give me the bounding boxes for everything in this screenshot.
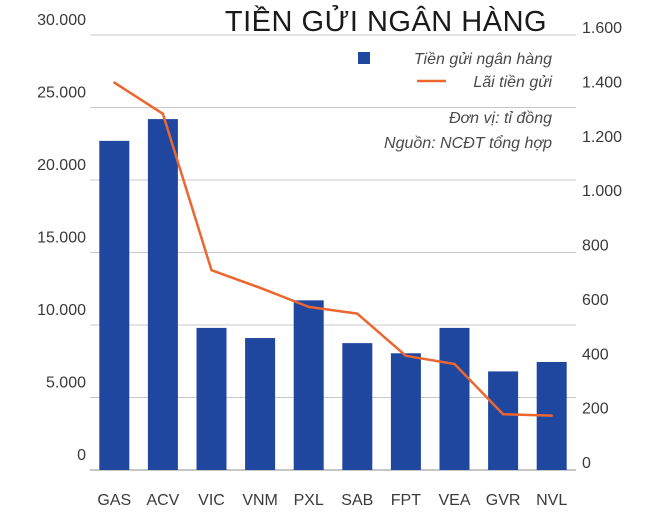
bar-pxl [293,300,324,470]
interest-point-sab [356,312,359,315]
chart-title: TIỀN GỬI NGÂN HÀNG [225,4,547,38]
interest-point-fpt [404,354,408,358]
bar-acv [147,119,178,470]
unit-note: Đơn vị: tỉ đồng [449,110,552,127]
x-tick-label: GAS [97,492,131,509]
bar-gvr [488,371,519,470]
right-tick-label: 1.200 [582,129,622,146]
interest-point-vnm [258,286,262,290]
interest-point-vic [210,268,213,272]
x-axis-tick-labels: GAS ACV VIC VNM PXL SAB FPT VEA GVR NVL [97,492,567,509]
interest-point-pxl [307,305,310,309]
source-note: Nguồn: NCĐT tổng hợp [384,134,552,152]
legend-label-deposits: Tiền gửi ngân hàng [414,51,552,68]
bar-gas [99,140,130,470]
bar-series [99,119,567,470]
x-tick-label: FPT [391,492,421,509]
right-tick-label: 200 [582,401,609,418]
bar-sab [342,343,373,470]
right-tick-label: 400 [582,346,609,363]
interest-point-vea [453,362,456,366]
x-tick-label: ACV [146,492,179,509]
interest-point-gas [113,81,116,84]
x-tick-label: NVL [536,492,567,509]
left-tick-label: 25.000 [37,85,86,102]
left-axis-tick-labels: 0 5.000 10.000 15.000 20.000 25.000 30.000 [37,12,86,464]
legend-label-interest: Lãi tiền gửi [473,74,552,91]
right-tick-label: 1.400 [582,74,622,91]
right-tick-label: 1.600 [582,20,622,37]
left-tick-label: 30.000 [37,12,86,29]
right-tick-label: 1.000 [582,183,622,200]
left-tick-label: 0 [77,447,86,464]
x-tick-label: PXL [294,492,324,509]
right-axis-tick-labels: 0 200 400 600 800 1.000 1.200 1.400 1.600 [582,20,622,472]
x-tick-label: GVR [486,492,521,509]
right-tick-label: 800 [582,238,609,255]
x-tick-label: VEA [438,492,470,509]
legend: Tiền gửi ngân hàng Lãi tiền gửi [358,51,552,91]
right-tick-label: 600 [582,292,609,309]
interest-line [113,81,552,417]
x-tick-label: VIC [198,492,225,509]
left-tick-label: 15.000 [37,230,86,247]
line-series [113,81,553,417]
left-tick-label: 5.000 [46,375,86,392]
x-tick-label: VNM [242,492,278,509]
left-tick-label: 10.000 [37,302,86,319]
bar-vic [196,327,227,470]
legend-swatch-deposits [358,52,370,64]
bar-vea [439,327,470,470]
interest-point-gvr [501,413,505,416]
bar-fpt [390,353,421,470]
interest-point-nvl [550,414,553,417]
interest-point-acv [161,112,165,116]
right-tick-label: 0 [582,455,591,472]
left-tick-label: 20.000 [37,157,86,174]
bar-vnm [245,338,276,470]
x-tick-label: SAB [341,492,373,509]
